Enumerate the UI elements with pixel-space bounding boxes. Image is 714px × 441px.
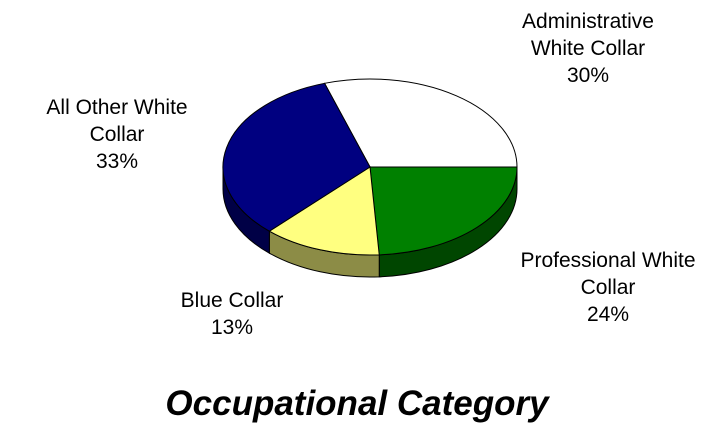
chart-title: Occupational Category xyxy=(165,384,549,423)
slice-label: Administrative White Collar 30% xyxy=(498,8,678,89)
value-label: 13% xyxy=(210,316,254,339)
value-label: 24% xyxy=(586,303,630,326)
pie-slice xyxy=(222,82,371,232)
slice-label: Professional White Collar 24% xyxy=(518,247,698,328)
pie-slice xyxy=(268,166,380,256)
category-label: Professional White Collar xyxy=(520,249,696,299)
pie-slice xyxy=(369,166,518,256)
category-label: Administrative White Collar xyxy=(522,10,654,60)
pie-slice xyxy=(323,78,518,168)
value-label: 30% xyxy=(566,64,610,87)
value-label: 33% xyxy=(95,150,139,173)
category-label: Blue Collar xyxy=(180,289,284,312)
slice-label: Blue Collar 13% xyxy=(142,287,322,341)
category-label: All Other White Collar xyxy=(46,96,188,146)
slice-label: All Other White Collar 33% xyxy=(27,94,207,175)
